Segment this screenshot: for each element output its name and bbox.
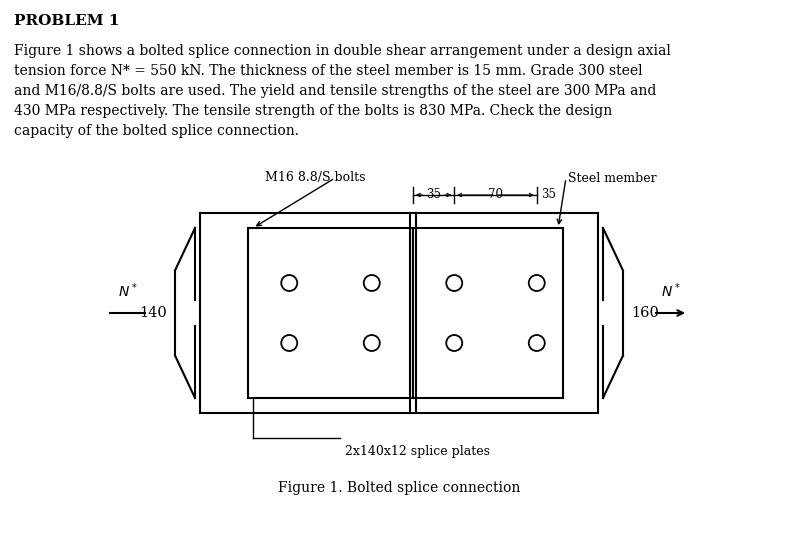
Text: 430 MPa respectively. The tensile strength of the bolts is 830 MPa. Check the de: 430 MPa respectively. The tensile streng… xyxy=(14,104,612,118)
Text: Figure 1 shows a bolted splice connection in double shear arrangement under a de: Figure 1 shows a bolted splice connectio… xyxy=(14,44,671,58)
Text: tension force N* = 550 kN. The thickness of the steel member is 15 mm. Grade 300: tension force N* = 550 kN. The thickness… xyxy=(14,64,642,78)
Text: 140: 140 xyxy=(139,306,167,320)
Text: Steel member: Steel member xyxy=(568,172,656,184)
Bar xyxy=(248,228,413,398)
Text: 160: 160 xyxy=(631,306,659,320)
Text: Figure 1. Bolted splice connection: Figure 1. Bolted splice connection xyxy=(278,481,520,495)
Text: $N^*$: $N^*$ xyxy=(660,281,680,300)
Bar xyxy=(413,228,563,398)
Text: 35: 35 xyxy=(541,188,556,201)
Text: PROBLEM 1: PROBLEM 1 xyxy=(14,14,119,28)
Text: capacity of the bolted splice connection.: capacity of the bolted splice connection… xyxy=(14,124,299,138)
Text: 2x140x12 splice plates: 2x140x12 splice plates xyxy=(345,444,490,457)
Text: 70: 70 xyxy=(488,188,503,201)
Text: $N^*$: $N^*$ xyxy=(118,281,137,300)
Bar xyxy=(200,213,598,413)
Text: and M16/8.8/S bolts are used. The yield and tensile strengths of the steel are 3: and M16/8.8/S bolts are used. The yield … xyxy=(14,84,656,98)
Text: M16 8.8/S bolts: M16 8.8/S bolts xyxy=(265,172,366,184)
Text: 35: 35 xyxy=(426,188,441,201)
